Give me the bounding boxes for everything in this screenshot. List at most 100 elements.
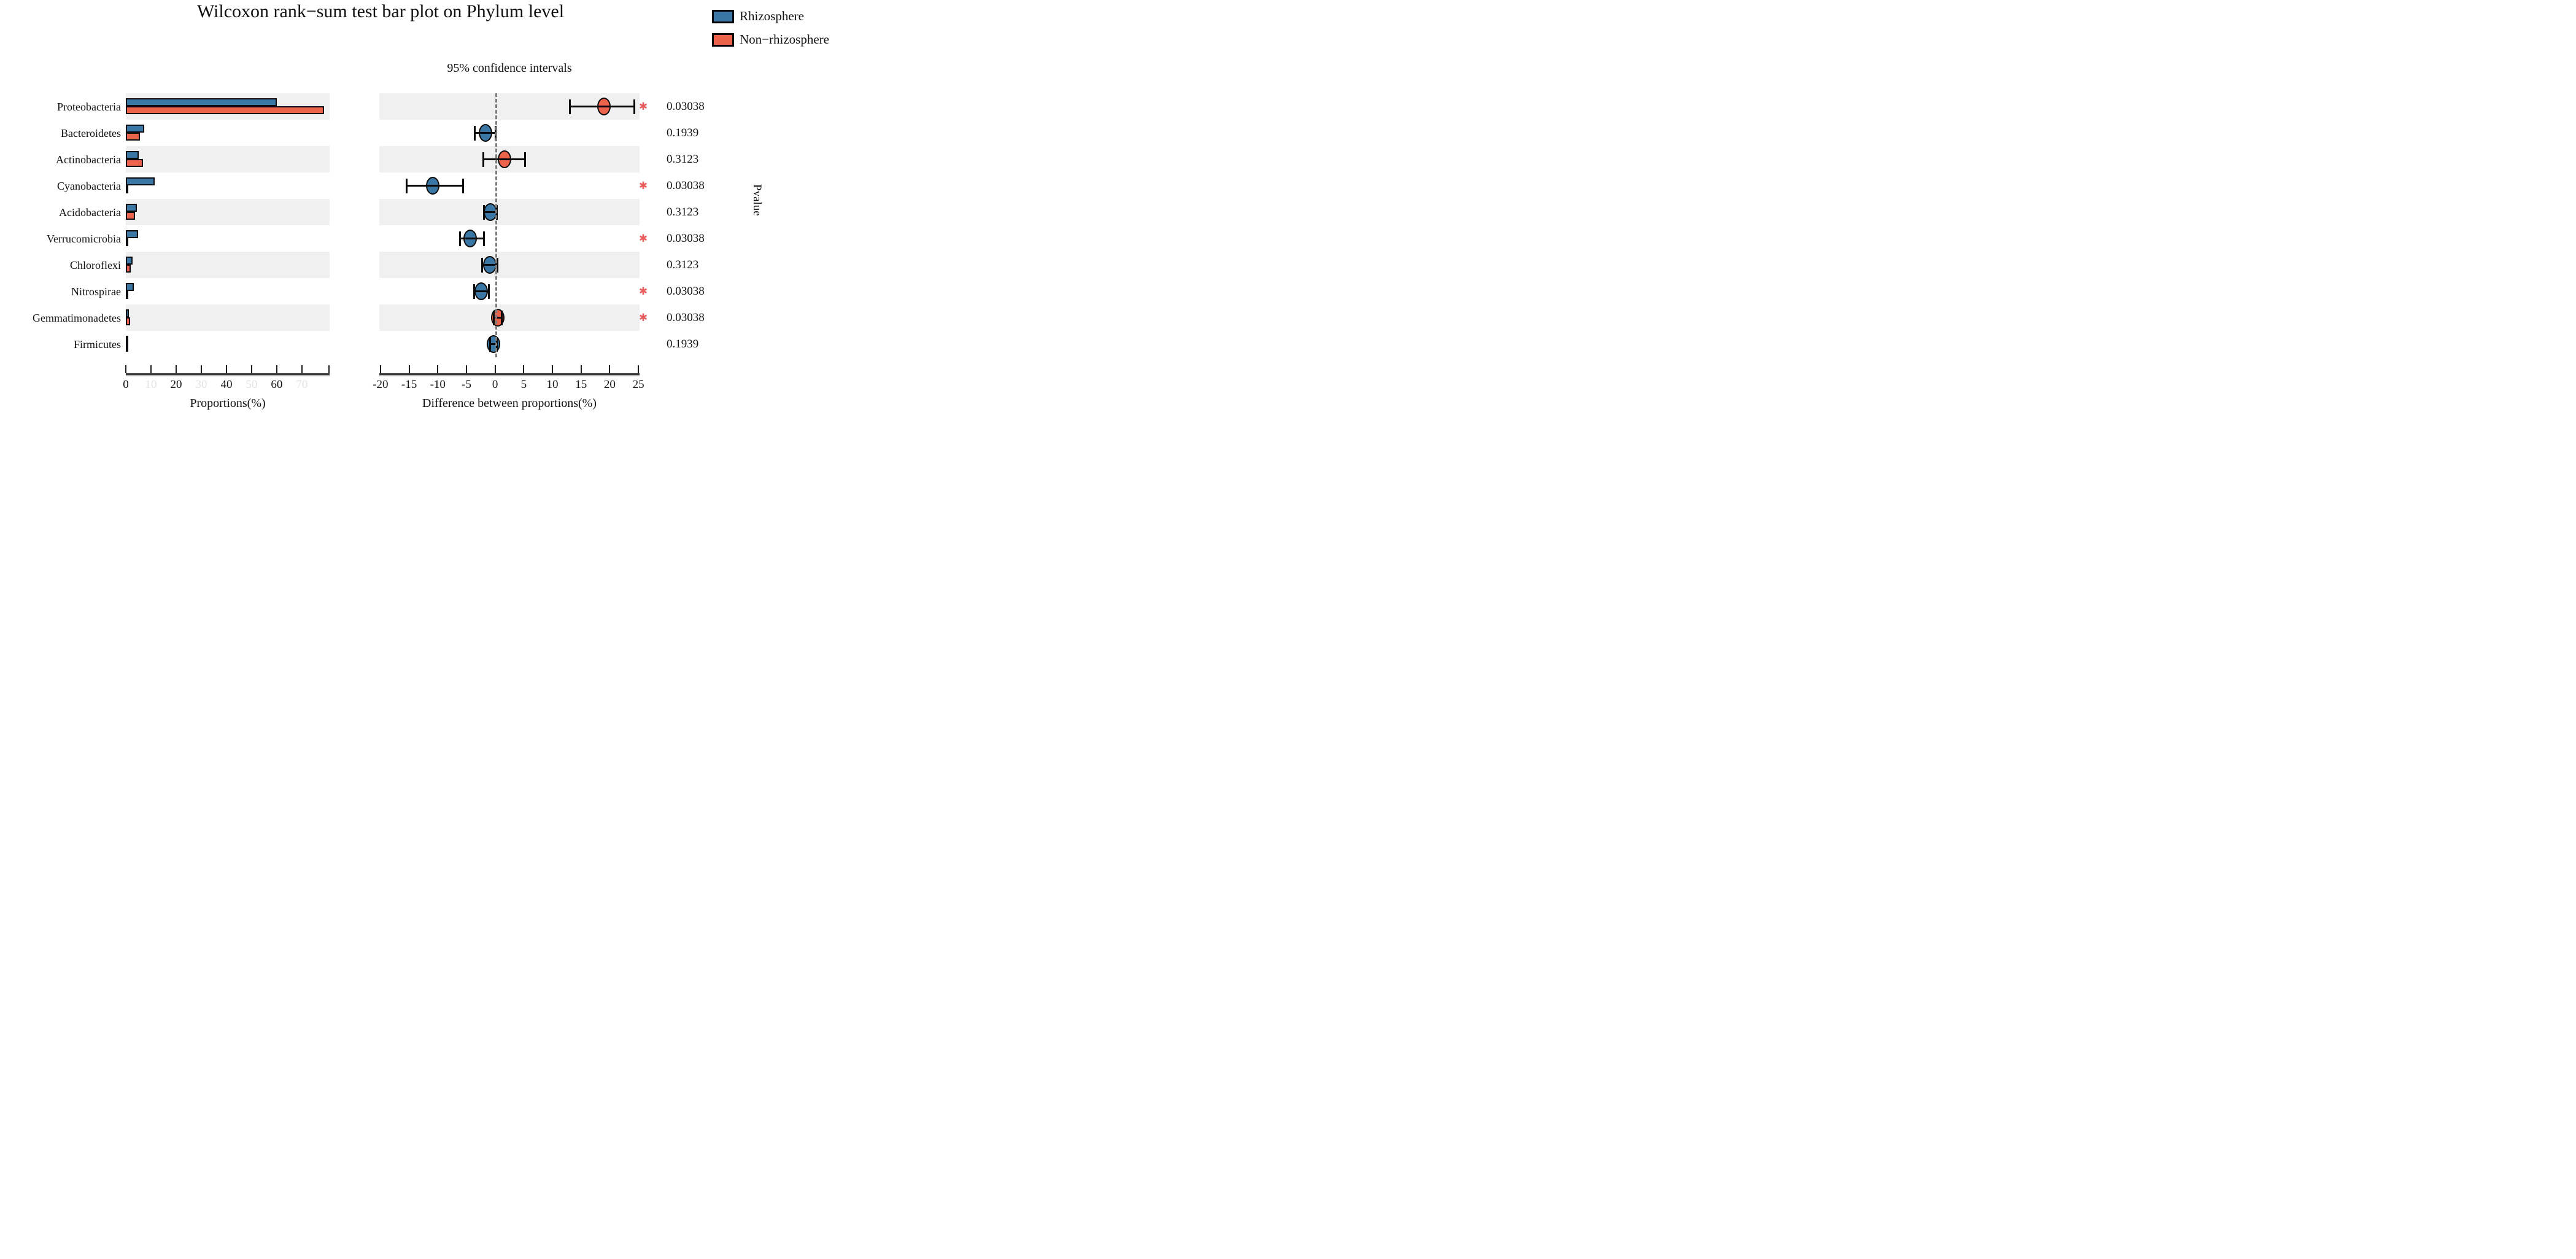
proportions-x-axis xyxy=(125,363,330,375)
ci-cap-low xyxy=(483,204,485,220)
category-label: Actinobacteria xyxy=(56,153,121,166)
ci-cap-high xyxy=(462,178,464,193)
non-rhizosphere-bar xyxy=(126,106,325,114)
axis-tick-label: 30 xyxy=(195,378,207,391)
ci-cap-low xyxy=(493,310,495,325)
ci-error-line xyxy=(474,290,489,292)
non-rhizosphere-bar xyxy=(126,238,128,246)
ci-error-line xyxy=(483,158,525,160)
ci-cap-high xyxy=(633,99,636,114)
non-rhizosphere-bar xyxy=(126,317,130,325)
difference-x-axis xyxy=(379,363,640,375)
category-label: Cyanobacteria xyxy=(57,179,121,192)
pvalue-text: 0.03038 xyxy=(667,311,705,324)
non-rhizosphere-bar xyxy=(126,344,128,352)
category-label: Bacteroidetes xyxy=(61,126,121,139)
rhizosphere-bar xyxy=(126,204,137,212)
rhizosphere-bar xyxy=(126,125,144,133)
row-band xyxy=(379,304,640,331)
axis-tick-label: -10 xyxy=(430,378,446,391)
rhizosphere-bar xyxy=(126,257,133,265)
legend: Rhizosphere Non−rhizosphere xyxy=(712,9,829,55)
ci-error-line xyxy=(406,185,463,187)
non-rhizosphere-bar xyxy=(126,133,140,141)
pvalue-text: 0.1939 xyxy=(667,337,699,351)
ci-error-line xyxy=(474,132,496,134)
axis-tick xyxy=(150,365,152,373)
ci-error-line xyxy=(482,264,498,266)
axis-tick-label: -5 xyxy=(462,378,471,391)
ci-error-line xyxy=(460,238,484,239)
axis-tick-label: 25 xyxy=(632,378,644,391)
legend-label: Rhizosphere xyxy=(740,9,804,23)
axis-tick-label: 10 xyxy=(546,378,559,391)
axis-tick xyxy=(175,365,177,373)
rhizosphere-bar xyxy=(126,151,139,159)
ci-cap-high xyxy=(496,257,498,273)
non-rhizosphere-bar xyxy=(126,185,128,193)
category-label: Chloroflexi xyxy=(70,258,121,271)
row-band xyxy=(379,199,640,225)
category-label: Verrucomicrobia xyxy=(47,232,121,245)
pvalue-text: 0.03038 xyxy=(667,99,705,113)
legend-label: Non−rhizosphere xyxy=(740,32,829,47)
row-band xyxy=(126,199,330,225)
significance-asterisk: ✱ xyxy=(638,100,648,112)
axis-end-tick xyxy=(328,365,330,373)
ci-cap-low xyxy=(473,284,475,299)
axis-tick xyxy=(638,365,640,373)
zero-dashed-line xyxy=(495,93,497,357)
axis-tick-label: 0 xyxy=(123,378,129,391)
category-label: Nitrospirae xyxy=(71,285,121,298)
axis-tick-label: 15 xyxy=(575,378,587,391)
axis-tick-label: 5 xyxy=(520,378,527,391)
significance-asterisk: ✱ xyxy=(638,179,648,192)
ci-error-line xyxy=(493,317,502,319)
axis-tick-label: 10 xyxy=(145,378,157,391)
rhizosphere-bar xyxy=(126,230,138,238)
row-band xyxy=(126,146,330,172)
ci-cap-high xyxy=(487,284,490,299)
axis-tick-label: 70 xyxy=(296,378,308,391)
pvalue-axis-label: Pvalue xyxy=(751,184,764,216)
ci-cap-low xyxy=(481,257,483,273)
ci-cap-high xyxy=(524,152,526,167)
category-label: Gemmatimonadetes xyxy=(33,311,121,324)
ci-panel-subtitle: 95% confidence intervals xyxy=(447,61,572,75)
ci-cap-low xyxy=(489,336,491,352)
rhizosphere-bar xyxy=(126,98,277,106)
significance-asterisk: ✱ xyxy=(638,311,648,323)
axis-tick xyxy=(408,365,410,373)
wilcoxon-figure: Wilcoxon rank−sum test bar plot on Phylu… xyxy=(0,0,859,420)
pvalue-text: 0.1939 xyxy=(667,126,699,139)
axis-tick-label: 20 xyxy=(603,378,616,391)
axis-tick xyxy=(125,365,126,373)
category-label: Proteobacteria xyxy=(57,100,121,113)
pvalue-text: 0.3123 xyxy=(667,152,699,166)
non-rhizosphere-bar xyxy=(126,291,128,299)
proportions-axis-label: Proportions(%) xyxy=(190,397,266,410)
rhizosphere-bar xyxy=(126,177,155,185)
ci-error-line xyxy=(490,343,497,345)
axis-tick xyxy=(465,365,467,373)
axis-tick-label: 0 xyxy=(492,378,498,391)
ci-cap-low xyxy=(473,125,476,141)
pvalue-text: 0.03038 xyxy=(667,231,705,245)
axis-tick xyxy=(379,365,381,373)
ci-cap-high xyxy=(483,231,485,246)
significance-asterisk: ✱ xyxy=(638,232,648,244)
ci-cap-low xyxy=(459,231,462,246)
axis-tick xyxy=(200,365,202,373)
non-rhizosphere-bar xyxy=(126,159,143,167)
row-band xyxy=(379,252,640,278)
rhizosphere-bar xyxy=(126,309,129,317)
axis-tick-label: 50 xyxy=(246,378,258,391)
ci-cap-high xyxy=(501,310,503,325)
pvalue-text: 0.3123 xyxy=(667,205,699,219)
axis-tick xyxy=(225,365,227,373)
axis-tick xyxy=(437,365,439,373)
difference-panel xyxy=(379,93,640,357)
legend-item-non-rhizosphere: Non−rhizosphere xyxy=(712,32,829,47)
category-label: Acidobacteria xyxy=(59,206,121,219)
axis-tick xyxy=(523,365,525,373)
